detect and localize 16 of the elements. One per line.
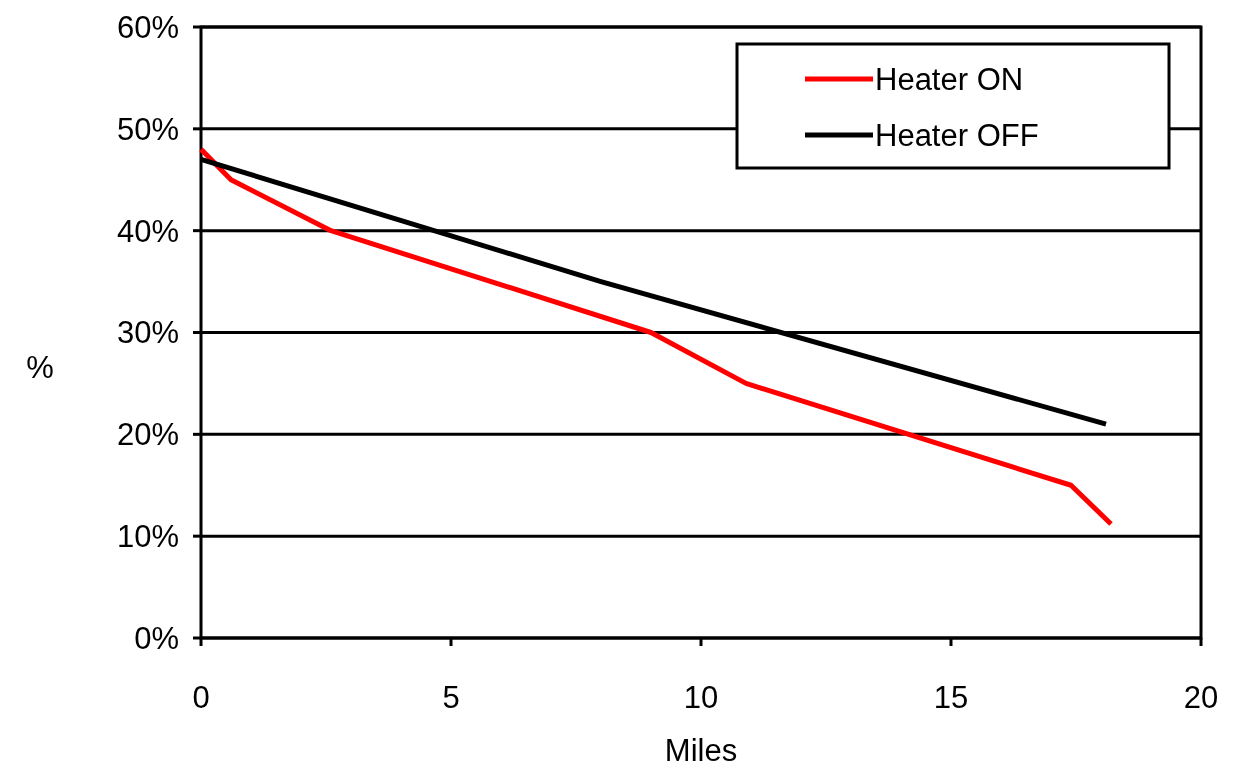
x-tick-label: 15 [933,680,969,715]
y-tick-label: 40% [116,213,179,249]
y-tick-label: 20% [116,417,179,453]
x-tick-label: 0 [192,680,210,715]
y-tick-label: 0% [134,620,179,656]
y-tick-label: 50% [116,111,179,147]
x-tick-label: 10 [683,680,719,715]
y-tick-label: 30% [116,315,179,351]
y-axis-title: % [26,349,54,385]
legend-label: Heater ON [875,61,1024,97]
x-tick-label: 20 [1183,680,1219,715]
x-tick-label: 5 [442,680,460,715]
x-axis-title: Miles [664,733,738,768]
y-tick-label: 10% [116,519,179,555]
y-tick-label: 60% [116,9,179,45]
legend-label: Heater OFF [875,117,1039,153]
